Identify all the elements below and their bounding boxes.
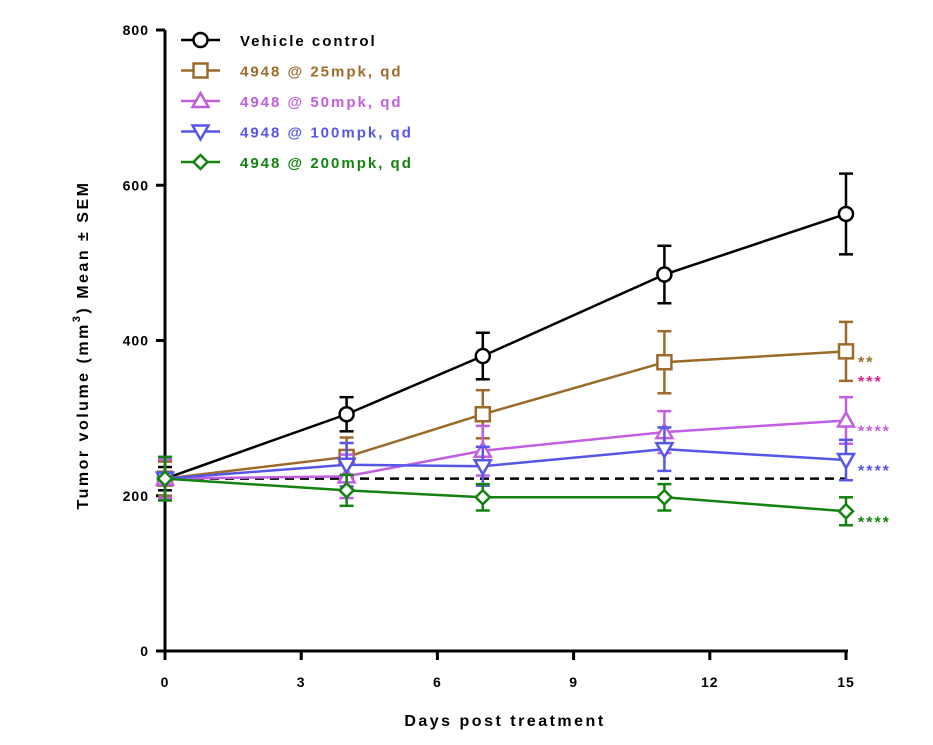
series-1 (156, 172, 855, 492)
series-line (164, 447, 847, 480)
series-line (164, 350, 847, 480)
data-point-marker (835, 452, 857, 471)
significance-label: **** (858, 423, 891, 440)
y-axis-title-superscript: 3 (71, 314, 83, 323)
x-tick-label: 9 (569, 674, 578, 690)
x-tick-label: 0 (161, 674, 170, 690)
y-axis-title: Tumor volume (mm3) Mean ± SEM (71, 181, 92, 510)
significance-label: ** (858, 354, 874, 371)
x-tick-label: 12 (701, 674, 719, 690)
x-axis-title: Days post treatment (404, 713, 605, 730)
y-axis-title-part-1: Tumor volume (mm (75, 322, 92, 509)
legend-item-3: 4948 @ 50mpk, qd (181, 90, 403, 111)
legend-item-5: 4948 @ 200mpk, qd (181, 153, 413, 172)
y-tick-label: 400 (123, 333, 149, 349)
data-point-marker (474, 347, 492, 365)
legend-label: 4948 @ 25mpk, qd (240, 64, 403, 81)
data-point-marker (338, 405, 355, 423)
series-2 (156, 320, 855, 497)
data-point-marker (337, 481, 356, 500)
y-axis-title-plusminus: ± (75, 230, 92, 241)
legend-item-4: 4948 @ 100mpk, qd (181, 124, 413, 143)
data-point-marker (472, 459, 493, 477)
legend-marker (190, 124, 211, 143)
legend-item-1: Vehicle control (181, 31, 377, 50)
data-point-marker (336, 457, 357, 476)
y-axis-title-part-2: ) Mean (75, 241, 92, 314)
legend-marker (190, 90, 211, 109)
legend-marker (192, 62, 209, 79)
significance-annotations: ***************** (858, 354, 891, 531)
series-3 (154, 395, 857, 500)
y-tick-label: 600 (123, 177, 149, 193)
legend-label: Vehicle control (240, 33, 377, 50)
series-layer (154, 172, 857, 527)
y-tick-label: 0 (140, 643, 149, 659)
axes: 0 3 6 9 12 15 0 200 400 600 800 (123, 22, 855, 690)
data-point-marker (156, 469, 174, 488)
legend-marker (191, 153, 210, 171)
data-point-marker (837, 205, 855, 223)
data-point-marker (655, 488, 674, 507)
legend: Vehicle control 4948 @ 25mpk, qd 4948 @ 50… (181, 31, 413, 172)
y-tick-label: 800 (123, 22, 149, 38)
data-point-marker (474, 405, 492, 423)
legend-label: 4948 @ 50mpk, qd (240, 94, 403, 111)
significance-label: *** (858, 374, 883, 391)
x-tick-label: 3 (297, 674, 306, 690)
data-point-marker (837, 343, 855, 360)
data-point-marker (835, 409, 857, 428)
series-line (164, 212, 847, 480)
x-tick-label: 6 (433, 674, 442, 690)
legend-label: 4948 @ 100mpk, qd (240, 125, 413, 142)
data-point-marker (474, 488, 492, 507)
data-point-marker (654, 441, 675, 460)
y-axis-title-part-3: SEM (75, 181, 92, 230)
series-5 (156, 455, 855, 527)
x-tick-label: 15 (837, 674, 855, 690)
series-4 (154, 426, 857, 502)
data-point-marker (656, 266, 673, 283)
legend-marker (192, 31, 209, 49)
data-point-marker (656, 353, 673, 371)
series-line (164, 477, 847, 513)
significance-label: **** (858, 514, 891, 531)
y-tick-label: 200 (123, 488, 149, 504)
legend-label: 4948 @ 200mpk, qd (240, 155, 413, 172)
significance-label: **** (858, 463, 891, 480)
legend-item-2: 4948 @ 25mpk, qd (181, 62, 403, 81)
data-point-marker (837, 502, 855, 521)
